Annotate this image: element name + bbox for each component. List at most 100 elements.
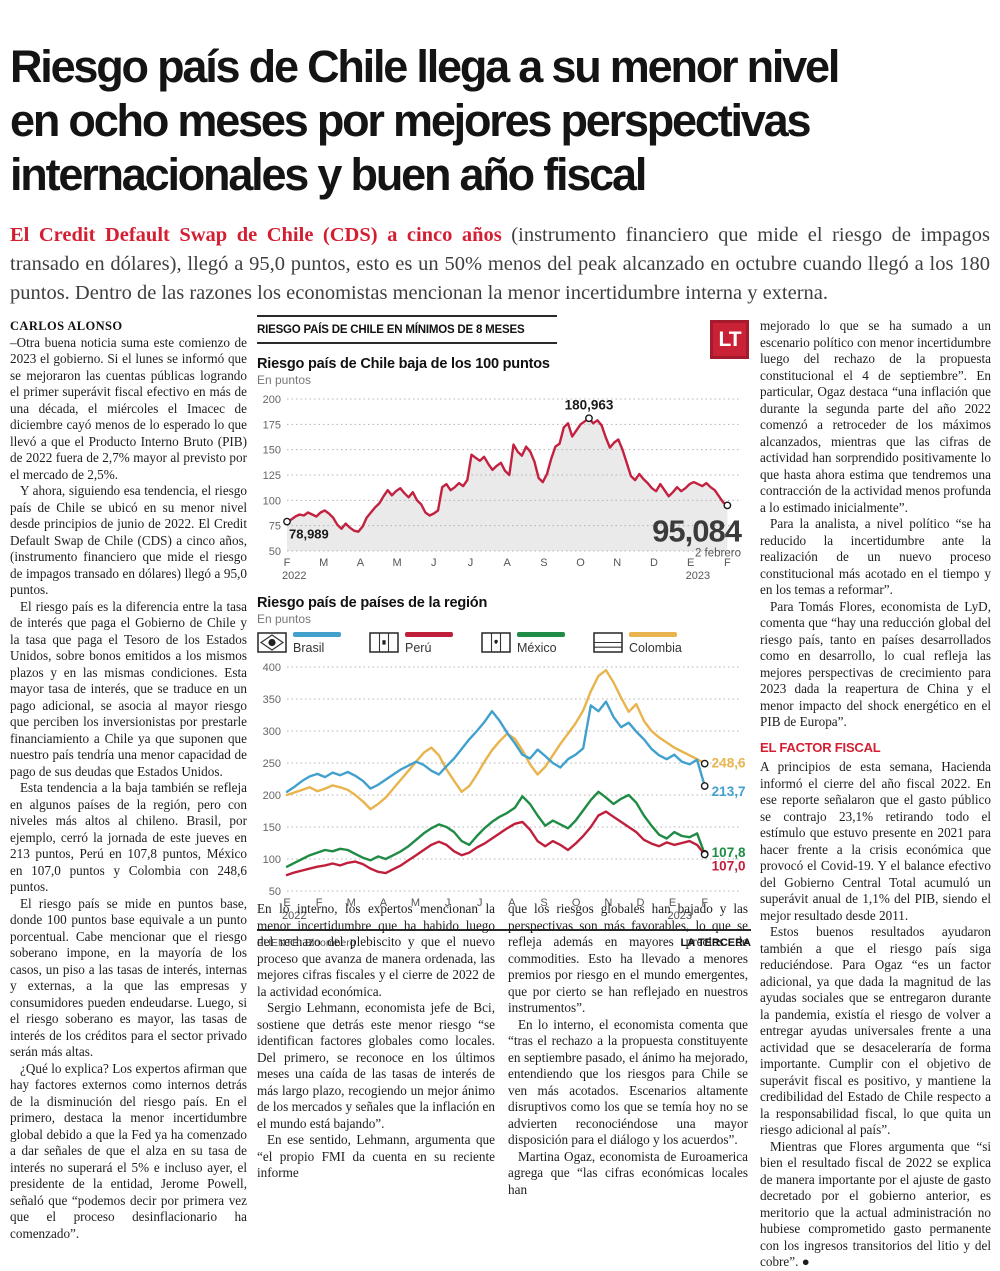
infographic-box: RIESGO PAÍS DE CHILE EN MÍNIMOS DE 8 MES… <box>257 315 751 949</box>
svg-text:D: D <box>650 557 658 569</box>
svg-text:95,084: 95,084 <box>652 513 743 548</box>
svg-text:75: 75 <box>269 521 281 533</box>
chart-credit: LA TERCERA <box>680 937 751 949</box>
svg-text:125: 125 <box>263 470 281 482</box>
body-paragraph: El riesgo país se mide en puntos base, d… <box>10 895 247 1060</box>
svg-text:2022: 2022 <box>282 910 306 922</box>
svg-text:E: E <box>283 897 290 909</box>
svg-text:100: 100 <box>263 854 281 866</box>
body-paragraph: mejorado lo que se ha sumado a un escena… <box>760 318 991 515</box>
svg-text:M: M <box>347 897 356 909</box>
legend-item-brasil: Brasil <box>257 632 341 655</box>
svg-text:E: E <box>687 557 694 569</box>
body-paragraph: Sergio Lehmann, economista jefe de Bci, … <box>257 1000 495 1131</box>
svg-text:J: J <box>445 897 451 909</box>
body-column-3: que los riesgos globales han bajado y la… <box>508 901 748 1198</box>
lead-paragraph: El Credit Default Swap de Chile (CDS) a … <box>10 221 990 308</box>
legend-item-peru: Perú <box>369 632 453 655</box>
svg-text:N: N <box>613 557 621 569</box>
svg-text:E: E <box>669 897 676 909</box>
headline: Riesgo país de Chile llega a su menor ni… <box>10 41 840 201</box>
body-paragraph: Y ahora, siguiendo esa tendencia, el rie… <box>10 483 247 597</box>
body-paragraph: Mientras que Flores argumenta que “si bi… <box>760 1138 991 1270</box>
svg-text:400: 400 <box>263 662 281 674</box>
legend-label-peru: Perú <box>405 641 432 655</box>
brasil-flag-icon <box>257 632 287 653</box>
body-paragraph: Para Tomás Flores, economista de LyD, co… <box>760 598 991 730</box>
svg-text:2 febrero: 2 febrero <box>695 547 741 559</box>
legend-item-mexico: México <box>481 632 565 655</box>
mexico-swatch <box>517 632 565 637</box>
legend-label-colombia: Colombia <box>629 641 682 655</box>
peru-swatch <box>405 632 453 637</box>
svg-text:107,0: 107,0 <box>712 859 746 874</box>
body-paragraph: Estos buenos resultados ayudaron también… <box>760 924 991 1137</box>
svg-text:150: 150 <box>263 822 281 834</box>
svg-text:248,6: 248,6 <box>712 756 746 771</box>
svg-text:J: J <box>477 897 483 909</box>
body-paragraph: Para la analista, a nivel político “se h… <box>760 516 991 597</box>
svg-text:150: 150 <box>263 445 281 457</box>
svg-text:A: A <box>380 897 388 909</box>
svg-text:F: F <box>284 557 291 569</box>
svg-text:N: N <box>604 897 612 909</box>
lead-text: (instrumento financiero que mide el ries… <box>10 223 991 304</box>
svg-text:50: 50 <box>269 886 281 898</box>
chart-source: FUENTE: Bloomberg <box>257 937 356 949</box>
body-paragraph: Esta tendencia a la baja también se refl… <box>10 780 247 894</box>
svg-text:200: 200 <box>263 790 281 802</box>
svg-text:F: F <box>316 897 323 909</box>
body-column-4: mejorado lo que se ha sumado a un escena… <box>760 318 991 1271</box>
svg-text:78,989: 78,989 <box>289 527 329 542</box>
body-paragraph: Martina Ogaz, economista de Euroamerica … <box>508 1148 748 1197</box>
body-paragraph: –Otra buena noticia suma este comienzo d… <box>10 334 247 482</box>
svg-text:M: M <box>319 557 328 569</box>
section-subhead-fiscal: EL FACTOR FISCAL <box>760 739 881 755</box>
chart2-title: Riesgo país de países de la región <box>257 595 488 611</box>
svg-text:A: A <box>504 557 512 569</box>
svg-text:F: F <box>724 557 731 569</box>
svg-text:A: A <box>508 897 516 909</box>
svg-text:200: 200 <box>263 394 281 406</box>
svg-text:250: 250 <box>263 758 281 770</box>
body-paragraph: En lo interno, los expertos mencionan la… <box>257 901 495 999</box>
svg-text:2023: 2023 <box>686 570 710 582</box>
body-paragraph: ¿Qué lo explica? Los expertos afirman qu… <box>10 1060 247 1241</box>
body-column-2: En lo interno, los expertos mencionan la… <box>257 901 495 1182</box>
svg-text:213,7: 213,7 <box>712 784 746 799</box>
svg-text:107,8: 107,8 <box>712 845 746 860</box>
svg-text:180,963: 180,963 <box>565 397 614 412</box>
column-1-paragraphs: –Otra buena noticia suma este comienzo d… <box>10 335 247 1243</box>
region-chart-legend: Brasil Perú México <box>257 632 751 655</box>
legend-label-mexico: México <box>517 641 557 655</box>
brasil-swatch <box>293 632 341 637</box>
body-paragraph: que los riesgos globales han bajado y la… <box>508 901 748 1015</box>
svg-text:350: 350 <box>263 694 281 706</box>
legend-item-colombia: Colombia <box>593 632 682 655</box>
svg-text:M: M <box>411 897 420 909</box>
svg-text:100: 100 <box>263 495 281 507</box>
chart1-title: Riesgo país de Chile baja de los 100 pun… <box>257 356 550 372</box>
body-paragraph: El riesgo país es la diferencia entre la… <box>10 598 247 779</box>
body-paragraph: En lo interno, el economista comenta que… <box>508 1016 748 1148</box>
chart-footer: FUENTE: Bloomberg LA TERCERA <box>257 929 751 949</box>
body-column-1: CARLOS ALONSO –Otra buena noticia suma e… <box>10 318 247 1242</box>
column-3-paragraphs: que los riesgos globales han bajado y la… <box>508 901 748 1198</box>
colombia-swatch <box>629 632 677 637</box>
infographic-kicker: RIESGO PAÍS DE CHILE EN MÍNIMOS DE 8 MES… <box>257 315 557 344</box>
svg-text:S: S <box>540 897 547 909</box>
svg-text:2023: 2023 <box>668 910 692 922</box>
svg-text:175: 175 <box>263 419 281 431</box>
mexico-flag-icon <box>481 632 511 653</box>
chart2-unit-label: En puntos <box>257 612 312 626</box>
body-paragraph: A principios de esta semana, Hacienda in… <box>760 759 991 923</box>
lt-logo: LT <box>710 320 749 359</box>
svg-text:O: O <box>572 897 581 909</box>
column-2-paragraphs: En lo interno, los expertos mencionan la… <box>257 901 495 1182</box>
svg-text:J: J <box>468 557 474 569</box>
svg-text:F: F <box>701 897 708 909</box>
byline: CARLOS ALONSO <box>10 319 123 333</box>
colombia-flag-icon <box>593 632 623 653</box>
